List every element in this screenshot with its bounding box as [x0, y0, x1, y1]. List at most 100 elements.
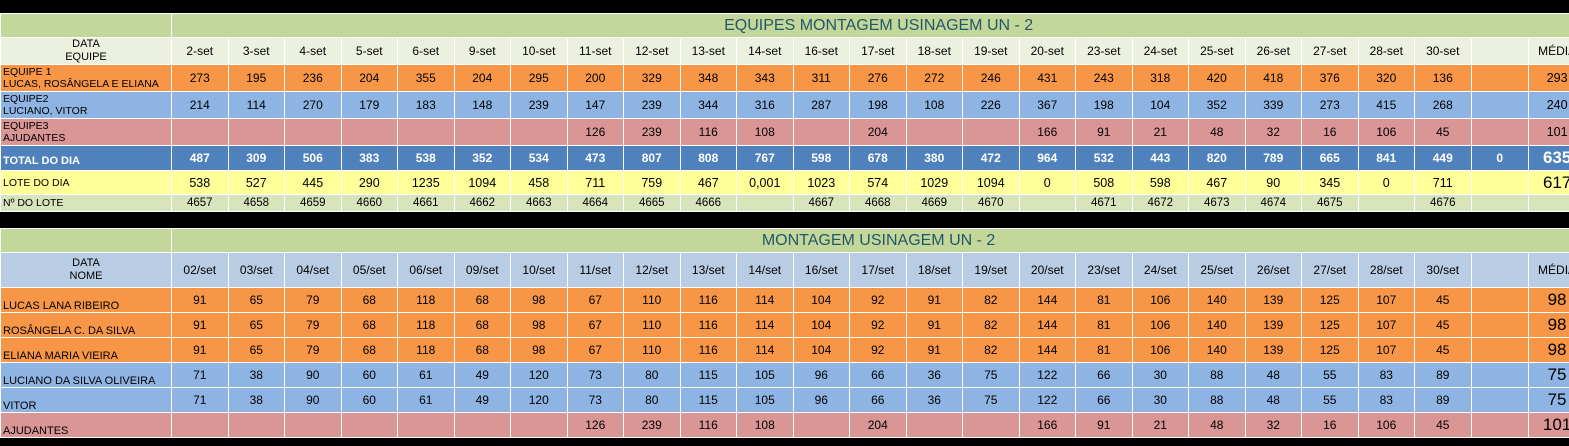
t2-cell[interactable]: 125 [1301, 287, 1359, 313]
t2-date-header[interactable]: 26/set [1244, 252, 1302, 288]
t1-lote-cell[interactable]: 458 [510, 170, 568, 195]
t1-cell[interactable]: 147 [566, 91, 624, 119]
t1-cell[interactable]: 287 [792, 91, 850, 119]
t2-cell[interactable]: 98 [510, 287, 568, 313]
t2-date-header[interactable] [1470, 252, 1529, 288]
t2-title[interactable]: MONTAGEM USINAGEM UN - 2 [170, 228, 1569, 253]
t2-cell[interactable]: 90 [284, 387, 342, 413]
t2-cell[interactable]: 105 [736, 387, 794, 413]
t2-person-avg[interactable]: 98 [1527, 312, 1569, 338]
t1-total-cell[interactable]: 964 [1018, 145, 1076, 171]
t1-nlote-cell[interactable] [1018, 194, 1076, 212]
t2-cell[interactable]: 73 [566, 387, 624, 413]
t1-lote-cell[interactable]: 1235 [397, 170, 455, 195]
t2-person-avg[interactable]: 75 [1527, 387, 1569, 413]
t2-cell[interactable]: 67 [566, 337, 624, 363]
t1-cell[interactable]: 195 [227, 64, 285, 92]
t1-cell[interactable]: 320 [1357, 64, 1415, 92]
t1-cell[interactable]: 311 [792, 64, 850, 92]
t2-cell[interactable]: 16 [1301, 412, 1359, 438]
t2-cell[interactable]: 122 [1018, 362, 1076, 388]
t1-cell[interactable]: 108 [736, 118, 794, 146]
t2-cell[interactable]: 106 [1131, 312, 1189, 338]
t2-cell[interactable]: 83 [1357, 362, 1415, 388]
t1-lote-avg[interactable]: 617 [1527, 170, 1569, 195]
t1-cell[interactable]: 272 [905, 64, 963, 92]
t2-date-header[interactable]: 11/set [566, 252, 624, 288]
t1-nlote-cell[interactable]: 4675 [1301, 194, 1359, 212]
t2-cell[interactable] [1470, 387, 1529, 413]
t2-cell[interactable]: 71 [171, 362, 229, 388]
t1-cell[interactable]: 148 [453, 91, 511, 119]
t1-cell[interactable]: 339 [1244, 91, 1302, 119]
t1-date-header[interactable]: 18-set [905, 37, 963, 65]
t1-avg-header[interactable]: MÉDIA [1527, 37, 1569, 65]
t2-cell[interactable]: 118 [397, 312, 455, 338]
t1-lote-cell[interactable]: 0,001 [736, 170, 794, 195]
t2-cell[interactable]: 118 [397, 337, 455, 363]
t2-person-avg[interactable]: 101 [1527, 412, 1569, 438]
t2-cell[interactable]: 116 [679, 337, 737, 363]
t1-lote-cell[interactable]: 345 [1301, 170, 1359, 195]
t1-cell[interactable] [227, 118, 285, 146]
t1-lote-cell[interactable]: 759 [623, 170, 681, 195]
t2-cell[interactable]: 81 [1075, 337, 1133, 363]
t2-cell[interactable]: 82 [962, 312, 1020, 338]
t2-cell[interactable]: 115 [679, 387, 737, 413]
t2-date-header[interactable]: 06/set [397, 252, 455, 288]
t2-cell[interactable]: 67 [566, 312, 624, 338]
t2-cell[interactable]: 79 [284, 287, 342, 313]
t1-lote-label[interactable]: LOTE DO DIA [0, 170, 172, 195]
t2-cell[interactable]: 68 [340, 337, 398, 363]
t1-lote-cell[interactable]: 467 [1188, 170, 1246, 195]
t1-total-cell[interactable]: 598 [792, 145, 850, 171]
t2-cell[interactable]: 48 [1188, 412, 1246, 438]
t1-total-avg[interactable]: 635 [1527, 145, 1569, 171]
t2-cell[interactable]: 91 [905, 287, 963, 313]
t1-cell[interactable]: 431 [1018, 64, 1076, 92]
t2-cell[interactable]: 38 [227, 387, 285, 413]
t2-cell[interactable]: 30 [1131, 362, 1189, 388]
t1-total-cell[interactable]: 449 [1414, 145, 1472, 171]
t2-person-name[interactable]: AJUDANTES [0, 412, 172, 438]
t2-cell[interactable]: 115 [679, 362, 737, 388]
t1-date-header[interactable] [1470, 37, 1529, 65]
t2-date-header[interactable]: 19/set [962, 252, 1020, 288]
t1-team-avg[interactable]: 101 [1527, 118, 1569, 146]
t1-lote-cell[interactable]: 538 [171, 170, 229, 195]
t1-cell[interactable]: 114 [227, 91, 285, 119]
t2-cell[interactable]: 92 [849, 287, 907, 313]
t2-cell[interactable]: 30 [1131, 387, 1189, 413]
t2-cell[interactable]: 91 [905, 337, 963, 363]
t2-cell[interactable]: 45 [1414, 312, 1472, 338]
t1-cell[interactable]: 16 [1301, 118, 1359, 146]
t1-team-label[interactable]: EQUIPE 1 LUCAS, ROSÂNGELA E ELIANA [0, 64, 172, 92]
t2-cell[interactable]: 81 [1075, 287, 1133, 313]
t2-person-avg[interactable]: 98 [1527, 287, 1569, 313]
t1-cell[interactable]: 239 [510, 91, 568, 119]
t2-cell[interactable] [171, 412, 229, 438]
t2-cell[interactable]: 89 [1414, 387, 1472, 413]
t1-date-header[interactable]: 6-set [397, 37, 455, 65]
t1-lote-cell[interactable]: 598 [1131, 170, 1189, 195]
t1-cell[interactable]: 352 [1188, 91, 1246, 119]
t1-date-header[interactable]: 30-set [1414, 37, 1472, 65]
t2-cell[interactable] [1470, 362, 1529, 388]
t1-cell[interactable]: 295 [510, 64, 568, 92]
t2-cell[interactable]: 55 [1301, 362, 1359, 388]
t2-cell[interactable]: 67 [566, 287, 624, 313]
t1-cell[interactable]: 179 [340, 91, 398, 119]
t1-cell[interactable]: 420 [1188, 64, 1246, 92]
t2-cell[interactable]: 66 [849, 387, 907, 413]
t2-cell[interactable]: 110 [623, 287, 681, 313]
t2-cell[interactable]: 66 [849, 362, 907, 388]
t2-cell[interactable] [905, 412, 963, 438]
t1-cell[interactable]: 204 [849, 118, 907, 146]
t2-cell[interactable]: 65 [227, 312, 285, 338]
t2-cell[interactable]: 60 [340, 387, 398, 413]
t1-total-cell[interactable]: 820 [1188, 145, 1246, 171]
t1-date-header[interactable]: 14-set [736, 37, 794, 65]
t2-cell[interactable]: 75 [962, 362, 1020, 388]
t2-cell[interactable]: 96 [792, 362, 850, 388]
t1-total-cell[interactable]: 532 [1075, 145, 1133, 171]
